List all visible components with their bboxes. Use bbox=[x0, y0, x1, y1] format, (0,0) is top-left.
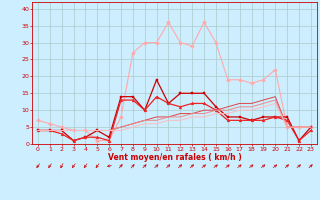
X-axis label: Vent moyen/en rafales ( km/h ): Vent moyen/en rafales ( km/h ) bbox=[108, 153, 241, 162]
